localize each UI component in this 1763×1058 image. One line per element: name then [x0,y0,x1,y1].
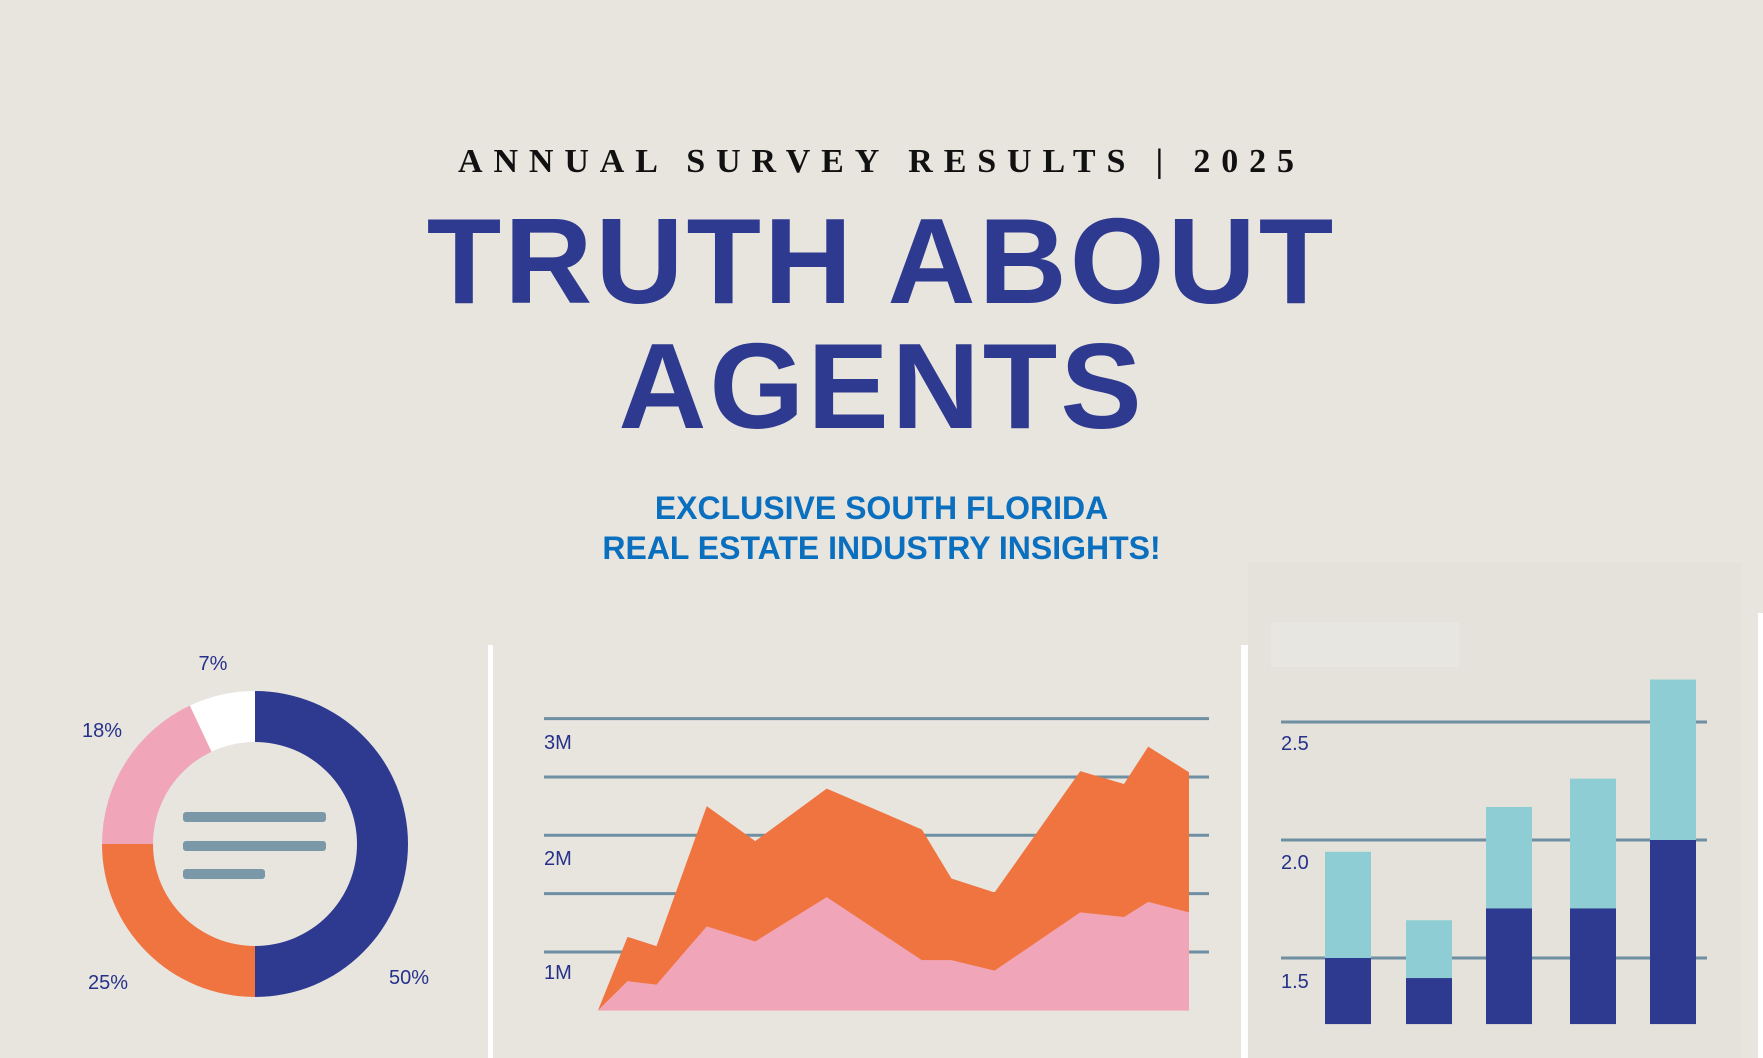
page-title-line-2: AGENTS [618,318,1145,454]
y-tick-3m: 3M [544,732,572,754]
donut-slice-1 [102,844,255,997]
bar-bottom-segment [1486,908,1532,1025]
bar-top-segment [1486,806,1532,909]
bar-chart [1281,679,1707,1025]
y-tick-2m: 2M [544,848,572,870]
donut-slice-2 [102,705,212,844]
divider-left [488,645,493,1058]
area-series-1 [598,897,1189,1011]
donut-label-25: 25% [88,972,128,994]
y-tick-2-5: 2.5 [1281,733,1309,755]
donut-slice-0 [255,691,408,997]
bar-bottom-segment [1650,840,1696,1025]
donut-slice-3 [189,691,255,752]
text-lines-icon [183,812,326,879]
y-tick-1-5: 1.5 [1281,971,1309,993]
bar-bottom-segment [1406,978,1452,1025]
bar-bottom-segment [1325,958,1371,1025]
donut-label-18: 18% [82,720,122,742]
subtitle-line-1: EXCLUSIVE SOUTH FLORIDA [654,490,1109,526]
divider-right [1241,645,1248,1058]
donut-label-50: 50% [389,967,429,989]
bar-top-segment [1325,851,1371,958]
bar-top-segment [1650,679,1696,840]
divider-edge [1758,613,1763,1058]
text-line [183,812,326,822]
text-line [183,841,326,851]
text-line [183,869,265,879]
supertitle: ANNUAL SURVEY RESULTS | 2025 [458,143,1305,180]
bar-bottom-segment [1570,908,1616,1025]
page-title-line-1: TRUTH ABOUT [426,193,1337,329]
subtitle-line-2: REAL ESTATE INDUSTRY INSIGHTS! [602,530,1161,566]
bar-chart-title-placeholder [1271,622,1459,667]
y-tick-1m: 1M [544,962,572,984]
y-tick-2-0: 2.0 [1281,852,1309,874]
bar-top-segment [1570,778,1616,909]
donut-label-7: 7% [199,653,228,675]
donut-chart [102,691,408,997]
bar-top-segment [1406,920,1452,979]
area-chart [544,717,1209,1011]
